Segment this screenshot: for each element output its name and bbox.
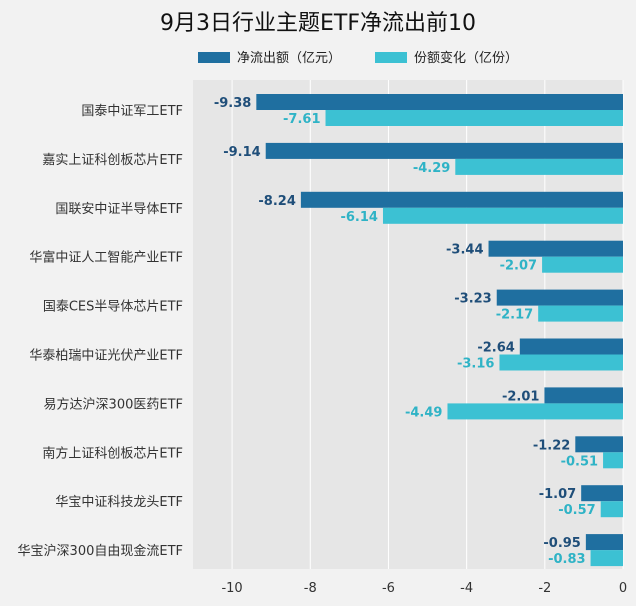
legend-swatch-outflow [198, 52, 230, 63]
bars [256, 94, 623, 567]
category-label: 国泰中证军工ETF [81, 104, 183, 119]
value-label-share-change: -2.07 [500, 259, 537, 274]
value-label-share-change: -2.17 [496, 308, 533, 323]
value-labels: -9.38 -7.61 -9.14 -4.29 -8.24 -6.14 -3.44 -2.07… [214, 96, 598, 567]
value-label-share-change: -4.49 [405, 405, 442, 420]
x-tick-label: -10 [221, 581, 242, 596]
x-tick-label: -8 [304, 581, 317, 596]
legend-label-share-change: 份额变化（亿份） [414, 50, 518, 66]
value-label-outflow: -9.14 [223, 145, 260, 160]
value-label-outflow: -1.07 [539, 487, 576, 502]
x-tick-label: 0 [619, 581, 627, 596]
category-label: 华富中证人工智能产业ETF [29, 250, 183, 266]
bar-outflow [581, 485, 623, 502]
bar-outflow [575, 436, 623, 453]
category-label: 华宝沪深300自由现金流ETF [18, 543, 183, 559]
value-label-outflow: -8.24 [258, 194, 295, 209]
bar-share-change [590, 550, 623, 567]
bar-share-change [603, 452, 623, 469]
legend-swatch-share-change [375, 52, 407, 63]
value-label-outflow: -9.38 [214, 96, 251, 111]
x-tick-labels: -10 -8 -6 -4 -2 0 [221, 581, 627, 596]
value-label-share-change: -3.16 [457, 357, 494, 372]
bar-outflow [300, 191, 623, 208]
bar-share-change [499, 354, 623, 371]
bar-outflow [519, 338, 623, 355]
category-label: 国联安中证半导体ETF [55, 202, 183, 217]
category-label: 易方达沪深300医药ETF [44, 396, 183, 412]
bar-share-change [382, 207, 623, 224]
category-label: 嘉实上证科创板芯片ETF [42, 153, 183, 168]
value-label-outflow: -1.22 [533, 438, 570, 453]
value-label-outflow: -2.01 [502, 389, 539, 404]
bar-share-change [455, 158, 623, 175]
category-label: 南方上证科创板芯片ETF [42, 445, 183, 461]
bar-outflow [488, 240, 623, 257]
x-tick-label: -4 [460, 581, 473, 596]
category-label: 华宝中证科技龙头ETF [55, 495, 183, 510]
bar-share-change [325, 110, 623, 126]
bar-share-change [542, 256, 623, 273]
value-label-share-change: -7.61 [283, 112, 320, 127]
legend: 净流出额（亿元） 份额变化（亿份） [198, 50, 518, 66]
category-label: 华泰柏瑞中证光伏产业ETF [29, 349, 183, 364]
chart-title: 9月3日行业主题ETF净流出前10 [160, 11, 476, 36]
bar-outflow [496, 289, 623, 306]
bar-share-change [447, 403, 623, 420]
value-label-outflow: -3.44 [446, 243, 483, 258]
x-tick-label: -2 [538, 581, 551, 596]
category-label: 国泰CES半导体芯片ETF [43, 300, 183, 315]
x-tick-label: -6 [382, 581, 395, 596]
value-label-share-change: -0.51 [561, 454, 598, 469]
bar-outflow [265, 142, 623, 159]
value-label-share-change: -6.14 [340, 210, 377, 225]
bar-outflow [585, 534, 623, 551]
value-label-outflow: -2.64 [477, 341, 514, 356]
value-label-share-change: -0.83 [548, 552, 585, 567]
value-label-outflow: -3.23 [454, 292, 491, 307]
bar-share-change [538, 305, 623, 322]
value-label-share-change: -0.57 [558, 503, 595, 518]
bar-outflow [256, 94, 623, 110]
bar-outflow [544, 387, 623, 404]
category-labels: 国泰中证军工ETF 嘉实上证科创板芯片ETF 国联安中证半导体ETF 华富中证人工智能… [18, 104, 183, 559]
bar-share-change [600, 501, 623, 518]
value-label-outflow: -0.95 [543, 536, 580, 551]
value-label-share-change: -4.29 [413, 161, 450, 176]
legend-label-outflow: 净流出额（亿元） [237, 51, 341, 66]
